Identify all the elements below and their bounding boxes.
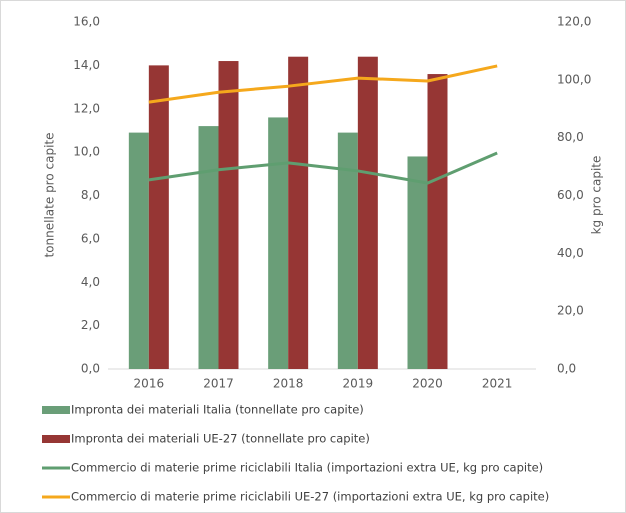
bar xyxy=(288,56,309,369)
legend-label: Impronta dei materiali Italia (tonnellat… xyxy=(71,403,364,417)
bar xyxy=(198,126,219,369)
bar xyxy=(427,74,448,370)
bar xyxy=(268,117,289,369)
y-tick-label: 8,0 xyxy=(81,188,100,202)
bar xyxy=(148,65,169,369)
y-tick-label: 6,0 xyxy=(81,231,100,245)
x-tick-label: 2018 xyxy=(273,377,304,391)
bar xyxy=(337,132,358,369)
y-tick-label: 14,0 xyxy=(73,58,100,72)
bar xyxy=(218,61,239,369)
y2-tick-label: 100,0 xyxy=(557,72,591,86)
y-tick-label: 12,0 xyxy=(73,101,100,115)
line-series xyxy=(148,151,498,185)
x-tick-label: 2021 xyxy=(482,377,513,391)
y2-tick-label: 20,0 xyxy=(557,304,584,318)
y2-tick-label: 40,0 xyxy=(557,246,584,260)
x-tick-label: 2017 xyxy=(203,377,234,391)
y2-tick-label: 60,0 xyxy=(557,188,584,202)
y-axis-title: tonnellate pro capite xyxy=(43,133,57,258)
y-tick-label: 4,0 xyxy=(81,275,100,289)
line-series xyxy=(148,64,498,104)
bar xyxy=(128,132,149,369)
y-tick-label: 2,0 xyxy=(81,318,100,332)
y-tick-label: 16,0 xyxy=(73,15,100,29)
legend-label: Commercio di materie prime riciclabili I… xyxy=(71,461,543,475)
legend-swatch xyxy=(42,435,70,443)
legend-label: Impronta dei materiali UE-27 (tonnellate… xyxy=(71,432,370,446)
x-tick-label: 2019 xyxy=(343,377,374,391)
y2-axis-title: kg pro capite xyxy=(590,156,604,235)
y2-tick-label: 120,0 xyxy=(557,15,591,29)
legend-label: Commercio di materie prime riciclabili U… xyxy=(71,490,549,504)
bar xyxy=(357,56,378,369)
y2-tick-label: 80,0 xyxy=(557,130,584,144)
x-tick-label: 2020 xyxy=(412,377,443,391)
y-tick-label: 0,0 xyxy=(81,362,100,376)
bar xyxy=(407,156,428,369)
y2-tick-label: 0,0 xyxy=(557,362,576,376)
y-tick-label: 10,0 xyxy=(73,145,100,159)
x-tick-label: 2016 xyxy=(134,377,165,391)
legend-swatch xyxy=(42,406,70,414)
